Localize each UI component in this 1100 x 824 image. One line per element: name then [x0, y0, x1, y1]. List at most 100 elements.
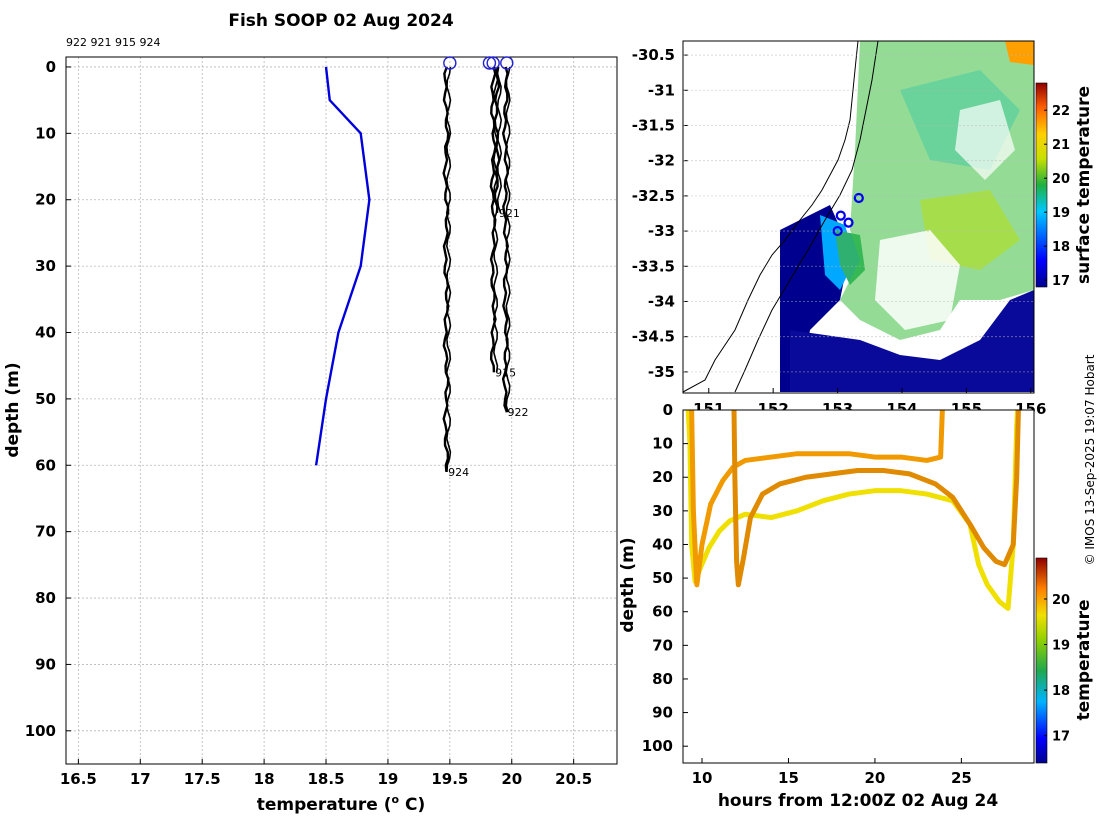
profile-ids-label: 922 921 915 924 — [66, 36, 160, 49]
sst-field — [683, 41, 1034, 393]
map-y-tick-label: -30.5 — [632, 46, 675, 64]
sst-colorbar-tick-label: 20 — [1052, 172, 1070, 187]
depth-time-y-tick-label: 80 — [652, 670, 673, 688]
temperature-colorbar — [1035, 557, 1048, 764]
x-tick-label: 18 — [254, 770, 275, 788]
x-tick-label: 19.5 — [431, 770, 468, 788]
sst-colorbar-tick-label: 17 — [1052, 274, 1070, 289]
temperature-colorbar-tick-label: 20 — [1052, 593, 1070, 608]
depth-time-y-tick-label: 60 — [652, 603, 673, 621]
y-tick-label: 50 — [35, 390, 56, 408]
depth-time-y-tick-label: 30 — [652, 502, 673, 520]
profile-axes-frame — [65, 56, 618, 765]
map-axes-frame — [682, 40, 1035, 394]
profile-label-915: 915 — [495, 366, 516, 379]
x-tick-label: 17 — [130, 770, 151, 788]
temperature-colorbar-tick-label: 17 — [1052, 730, 1070, 745]
profile-label-924: 924 — [448, 466, 469, 479]
y-tick-label: 70 — [35, 523, 56, 541]
map-y-tick-label: -31.5 — [632, 116, 675, 134]
chart-title: Fish SOOP 02 Aug 2024 — [228, 11, 454, 31]
credit-text: © IMOS 13-Sep-2025 19:07 Hobart — [1083, 354, 1097, 565]
sst-colorbar-tick-label: 19 — [1052, 206, 1070, 221]
dive-trace-tag-c — [731, 410, 1021, 588]
profile-label-921: 921 — [499, 207, 520, 220]
map-y-tick-label: -32.5 — [632, 187, 675, 205]
map-y-tick-label: -35 — [648, 363, 675, 381]
sst-colorbar-tick-label: 18 — [1052, 240, 1070, 255]
depth-time-x-tick-label: 20 — [864, 769, 885, 787]
depth-time-y-tick-label: 10 — [652, 435, 673, 453]
x-tick-label: 17.5 — [184, 770, 221, 788]
sst-colorbar-ticks: 17 18 19 20 21 22 — [1044, 104, 1070, 289]
station-marker — [832, 225, 843, 237]
x-tick-label: 18.5 — [308, 770, 345, 788]
dive-trace-tag-b — [689, 410, 945, 588]
map-y-tick-label: -33.5 — [632, 257, 675, 275]
temperature-colorbar-label: temperature — [1074, 599, 1094, 720]
depth-time-y-tick-label: 50 — [652, 569, 673, 587]
y-tick-label: 10 — [35, 124, 56, 142]
temperature-colorbar-tick-label: 19 — [1052, 639, 1070, 654]
map-y-tick-label: -34.5 — [632, 328, 675, 346]
sst-map-panel: 151 152 153 154 155 156-30.5-31-31.5-32-32.5-… — [632, 40, 1094, 418]
sst-colorbar-label: surface temperature — [1074, 86, 1094, 284]
station-marker — [835, 210, 846, 221]
depth-time-x-label: hours from 12:00Z 02 Aug 24 — [718, 791, 999, 811]
x-tick-label: 20.5 — [555, 770, 592, 788]
depth-time-y-tick-label: 100 — [642, 737, 673, 755]
coastline — [683, 41, 859, 393]
profile-y-label: depth (m) — [3, 362, 23, 457]
temperature-colorbar-tick-label: 18 — [1052, 684, 1070, 699]
profile-start-marker — [443, 56, 457, 70]
depth-time-x-tick-label: 10 — [692, 769, 713, 787]
depth-time-y-tick-label: 70 — [652, 636, 673, 654]
cloud-gap — [875, 230, 960, 330]
y-tick-label: 80 — [35, 589, 56, 607]
y-tick-label: 20 — [35, 191, 56, 209]
profile-line-915-return — [492, 66, 499, 373]
profile-start-marker — [482, 56, 497, 70]
depth-time-y-tick-label: 0 — [663, 401, 673, 419]
depth-time-y-tick-label: 90 — [652, 704, 673, 722]
map-y-tick-label: -34 — [648, 292, 675, 310]
x-tick-label: 16.5 — [60, 770, 97, 788]
depth-time-y-label: depth (m) — [618, 537, 638, 632]
y-tick-label: 60 — [35, 456, 56, 474]
sst-colorbar-tick-label: 22 — [1052, 104, 1070, 119]
map-stations — [832, 192, 864, 237]
y-tick-label: 100 — [25, 722, 56, 740]
depth-time-ticks: 10 15 20 25 0 10 20 30 40 50 60 70 80 90 100 — [642, 401, 972, 787]
x-tick-label: 20 — [501, 770, 522, 788]
y-tick-label: 40 — [35, 323, 56, 341]
profile-x-label: temperature (o C) — [257, 793, 426, 815]
depth-time-y-tick-label: 40 — [652, 535, 673, 553]
y-tick-label: 30 — [35, 257, 56, 275]
station-marker — [843, 217, 854, 228]
depth-time-x-tick-label: 15 — [778, 769, 799, 787]
profile-panel: Fish SOOP 02 Aug 2024 922 921 915 924 92… — [3, 11, 618, 815]
depth-time-axes-frame — [682, 409, 1035, 764]
profile-line-924-return — [445, 66, 452, 472]
profile-start-marker — [486, 56, 500, 70]
temperature-colorbar-ticks: 17 18 19 20 — [1044, 593, 1070, 745]
depth-time-panel: 10 15 20 25 0 10 20 30 40 50 60 70 80 90 100 hours fro… — [618, 401, 1094, 811]
depth-time-x-tick-label: 25 — [951, 769, 972, 787]
profile-data: 922 921 915 924 — [314, 66, 529, 479]
shelf-edge-contour — [734, 41, 879, 393]
map-y-tick-label: -32 — [648, 152, 675, 170]
y-tick-label: 0 — [46, 58, 56, 76]
map-y-tick-label: -33 — [648, 222, 675, 240]
sst-colorbar — [1035, 82, 1048, 288]
x-tick-label: 19 — [377, 770, 398, 788]
depth-time-y-tick-label: 20 — [652, 468, 673, 486]
warm-corner-patch — [1005, 41, 1034, 65]
cloud-gap — [955, 100, 1015, 180]
profile-gridlines — [66, 57, 617, 764]
station-marker — [853, 192, 864, 204]
sst-colorbar-tick-label: 21 — [1052, 138, 1070, 153]
map-y-tick-label: -31 — [648, 81, 675, 99]
profile-ticks: 16.5 17 17.5 18 18.5 19 19.5 20 20.5 0 10 20 30 40 50 6… — [25, 56, 592, 788]
profile-label-922: 922 — [508, 406, 529, 419]
